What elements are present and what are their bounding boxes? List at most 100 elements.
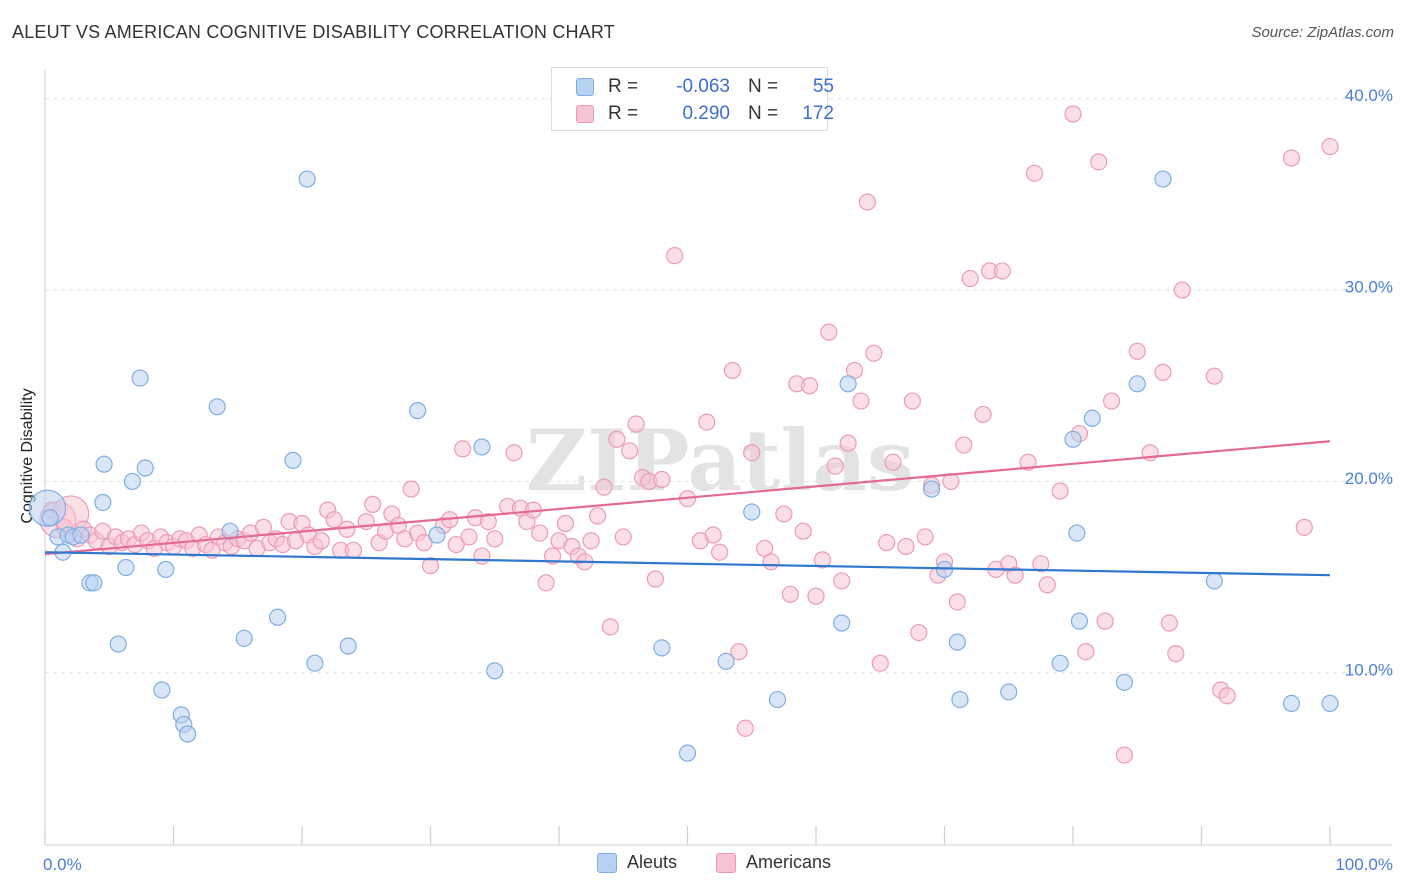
y-tick-label: 40.0% (1345, 86, 1393, 105)
aleut-point (948, 633, 966, 651)
aleut-point (409, 402, 427, 420)
american-point (344, 541, 362, 559)
american-point (884, 453, 902, 471)
american-point (421, 557, 440, 575)
american-point (254, 518, 273, 536)
aleut-point (486, 662, 504, 680)
series-legend: Aleuts Americans (0, 852, 1406, 876)
aleut-point (157, 560, 175, 579)
american-point (1077, 643, 1095, 661)
aleut-point (131, 369, 149, 387)
trend-lines (44, 440, 1331, 577)
aleut-point (123, 472, 141, 491)
aleut-point (94, 493, 112, 512)
american-point (1051, 482, 1069, 500)
aleut-point (1128, 375, 1146, 393)
aleut-point (109, 635, 127, 653)
american-point (1019, 453, 1037, 471)
aleut-point (717, 652, 735, 670)
american-point (1038, 576, 1056, 594)
american-point (781, 585, 799, 603)
american-point (543, 547, 562, 565)
american-point (903, 392, 921, 410)
aleut-points (28, 170, 1339, 762)
american-point (794, 522, 812, 540)
aleut-point (1154, 170, 1172, 188)
legend-item-aleuts: Aleuts (597, 852, 677, 873)
american-point (312, 532, 330, 550)
aleut-point (1051, 654, 1069, 672)
chart-title: ALEUT VS AMERICAN COGNITIVE DISABILITY C… (12, 22, 615, 42)
axes (44, 70, 1392, 846)
american-r-label: R = (608, 103, 639, 124)
aleut-point (179, 725, 197, 743)
aleut-r-label: R = (608, 76, 639, 97)
aleut-point (743, 503, 761, 521)
aleut-point (1115, 673, 1134, 691)
aleut-point (221, 522, 239, 540)
american-point (1096, 612, 1114, 630)
american-point (839, 434, 857, 452)
american-point (916, 528, 934, 546)
american-point (704, 526, 722, 544)
american-point (621, 442, 639, 460)
aleut-swatch (576, 78, 594, 96)
aleut-point (284, 451, 302, 469)
american-point (614, 528, 632, 546)
american-point (820, 323, 838, 341)
american-point (730, 643, 748, 661)
american-point (1160, 614, 1178, 632)
aleut-trend-line (44, 551, 1331, 577)
watermark: ZIPatlas (526, 411, 914, 510)
american-point (961, 269, 979, 288)
aleut-point (1083, 409, 1101, 427)
aleut-point (1000, 683, 1018, 701)
american-n-value: 172 (802, 103, 834, 124)
american-point (1128, 342, 1146, 360)
american-point (556, 514, 575, 533)
aleut-point (298, 170, 316, 188)
american-point (588, 507, 607, 525)
aleut-point (41, 509, 59, 527)
aleut-point (208, 398, 226, 416)
aleut-point (268, 608, 287, 626)
american-point (1218, 687, 1236, 705)
aleut-point (235, 629, 253, 647)
american-point (1205, 367, 1223, 385)
american-point (473, 547, 491, 565)
x-tick-label-max: 100.0% (1335, 855, 1393, 874)
american-point (1154, 363, 1172, 381)
legend-row-american: R = 0.290 N = 172 (576, 102, 834, 126)
aleut-point (768, 690, 787, 709)
american-point (460, 528, 478, 546)
aleuts-legend-label: Aleuts (627, 852, 678, 872)
y-tick-labels: 10.0% 20.0% 30.0% 40.0% (1345, 86, 1393, 679)
american-point (858, 193, 877, 211)
aleut-point (951, 690, 969, 709)
aleut-point (339, 637, 357, 655)
aleut-point (923, 480, 941, 498)
american-point (1006, 566, 1024, 584)
american-point (878, 534, 896, 552)
american-r-value: 0.290 (682, 103, 730, 124)
american-point (1167, 645, 1185, 663)
aleut-point (653, 639, 671, 657)
x-tick-label-min: 0.0% (43, 855, 82, 874)
american-point (826, 457, 844, 475)
american-point (537, 574, 555, 592)
american-swatch (576, 105, 594, 123)
american-point (711, 543, 729, 561)
americans-legend-swatch (716, 852, 736, 873)
american-point (852, 392, 870, 410)
american-point (1282, 149, 1301, 167)
american-trend-line (44, 440, 1331, 556)
american-point (1115, 746, 1134, 764)
x-tick-labels: 0.0% 100.0% (43, 855, 1393, 874)
american-point (601, 618, 620, 636)
y-tick-label: 10.0% (1345, 660, 1393, 679)
grid-lines (45, 98, 1392, 674)
american-point (762, 553, 780, 571)
american-point (698, 413, 716, 431)
aleut-point (428, 526, 446, 544)
american-point (736, 719, 754, 737)
